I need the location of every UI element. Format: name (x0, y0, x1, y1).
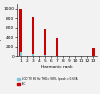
Y-axis label: Amplitude (mA): Amplitude (mA) (0, 13, 2, 47)
Bar (92, 48, 95, 56)
Legend: LCD TV 60 Hz THD= 98%, Ipeak = 0.63A, IEC: LCD TV 60 Hz THD= 98%, Ipeak = 0.63A, IE… (17, 77, 77, 86)
Bar (44, 29, 46, 56)
Bar (20, 52, 22, 56)
Bar (56, 38, 58, 56)
Bar (44, 55, 46, 56)
Bar (32, 54, 34, 56)
X-axis label: Harmonic rank: Harmonic rank (41, 65, 73, 69)
Bar (32, 17, 34, 56)
Bar (19, 9, 22, 56)
